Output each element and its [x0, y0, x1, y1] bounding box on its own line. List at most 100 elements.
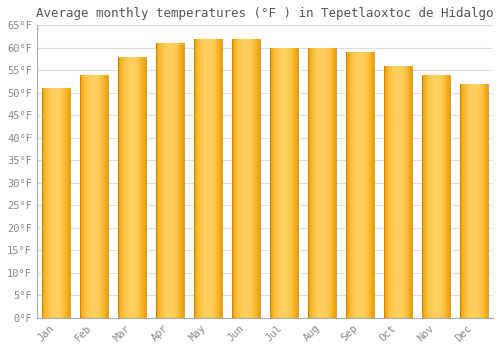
Bar [466, 84, 468, 318]
Bar [205, 39, 206, 318]
Bar [354, 52, 355, 318]
Bar [68, 88, 69, 318]
Bar [276, 48, 278, 318]
Bar [398, 66, 399, 318]
Bar [52, 88, 53, 318]
Bar [330, 48, 332, 318]
Bar [432, 75, 433, 318]
Bar [158, 43, 160, 318]
Bar [314, 48, 316, 318]
Bar [258, 39, 259, 318]
Bar [360, 52, 361, 318]
Bar [356, 52, 357, 318]
Bar [328, 48, 330, 318]
Bar [401, 66, 402, 318]
Bar [167, 43, 168, 318]
Bar [126, 57, 127, 318]
Bar [82, 75, 84, 318]
Bar [200, 39, 201, 318]
Bar [390, 66, 392, 318]
Bar [212, 39, 214, 318]
Bar [394, 66, 395, 318]
Bar [346, 52, 348, 318]
Bar [358, 52, 359, 318]
Bar [290, 48, 292, 318]
Bar [232, 39, 234, 318]
Bar [178, 43, 180, 318]
Bar [66, 88, 67, 318]
Bar [310, 48, 312, 318]
Bar [278, 48, 279, 318]
Bar [468, 84, 469, 318]
Bar [171, 43, 172, 318]
Bar [323, 48, 324, 318]
Bar [430, 75, 432, 318]
Bar [203, 39, 204, 318]
Bar [234, 39, 236, 318]
Bar [136, 57, 138, 318]
Bar [127, 57, 128, 318]
Bar [286, 48, 287, 318]
Bar [128, 57, 129, 318]
Bar [476, 84, 477, 318]
Bar [316, 48, 317, 318]
Bar [440, 75, 441, 318]
Bar [283, 48, 284, 318]
Bar [182, 43, 183, 318]
Bar [426, 75, 428, 318]
Bar [145, 57, 146, 318]
Bar [474, 84, 475, 318]
Bar [326, 48, 328, 318]
Bar [220, 39, 221, 318]
Bar [194, 39, 196, 318]
Bar [130, 57, 131, 318]
Bar [403, 66, 404, 318]
Bar [355, 52, 356, 318]
Bar [221, 39, 222, 318]
Bar [244, 39, 245, 318]
Bar [442, 75, 444, 318]
Bar [176, 43, 178, 318]
Bar [388, 66, 390, 318]
Bar [372, 52, 374, 318]
Bar [140, 57, 141, 318]
Bar [64, 88, 66, 318]
Bar [211, 39, 212, 318]
Bar [408, 66, 410, 318]
Bar [282, 48, 283, 318]
Bar [208, 39, 209, 318]
Bar [204, 39, 205, 318]
Bar [206, 39, 207, 318]
Bar [51, 88, 52, 318]
Bar [410, 66, 412, 318]
Bar [124, 57, 125, 318]
Bar [241, 39, 242, 318]
Bar [90, 75, 91, 318]
Bar [236, 39, 238, 318]
Bar [446, 75, 448, 318]
Bar [472, 84, 473, 318]
Bar [245, 39, 246, 318]
Bar [473, 84, 474, 318]
Bar [216, 39, 218, 318]
Bar [462, 84, 464, 318]
Bar [87, 75, 88, 318]
Bar [404, 66, 406, 318]
Bar [62, 88, 64, 318]
Bar [207, 39, 208, 318]
Bar [319, 48, 320, 318]
Bar [312, 48, 314, 318]
Bar [422, 75, 424, 318]
Bar [163, 43, 164, 318]
Bar [361, 52, 362, 318]
Bar [479, 84, 480, 318]
Bar [214, 39, 216, 318]
Bar [308, 48, 310, 318]
Bar [69, 88, 70, 318]
Bar [242, 39, 243, 318]
Bar [435, 75, 436, 318]
Bar [49, 88, 50, 318]
Bar [95, 75, 96, 318]
Bar [58, 88, 59, 318]
Bar [259, 39, 260, 318]
